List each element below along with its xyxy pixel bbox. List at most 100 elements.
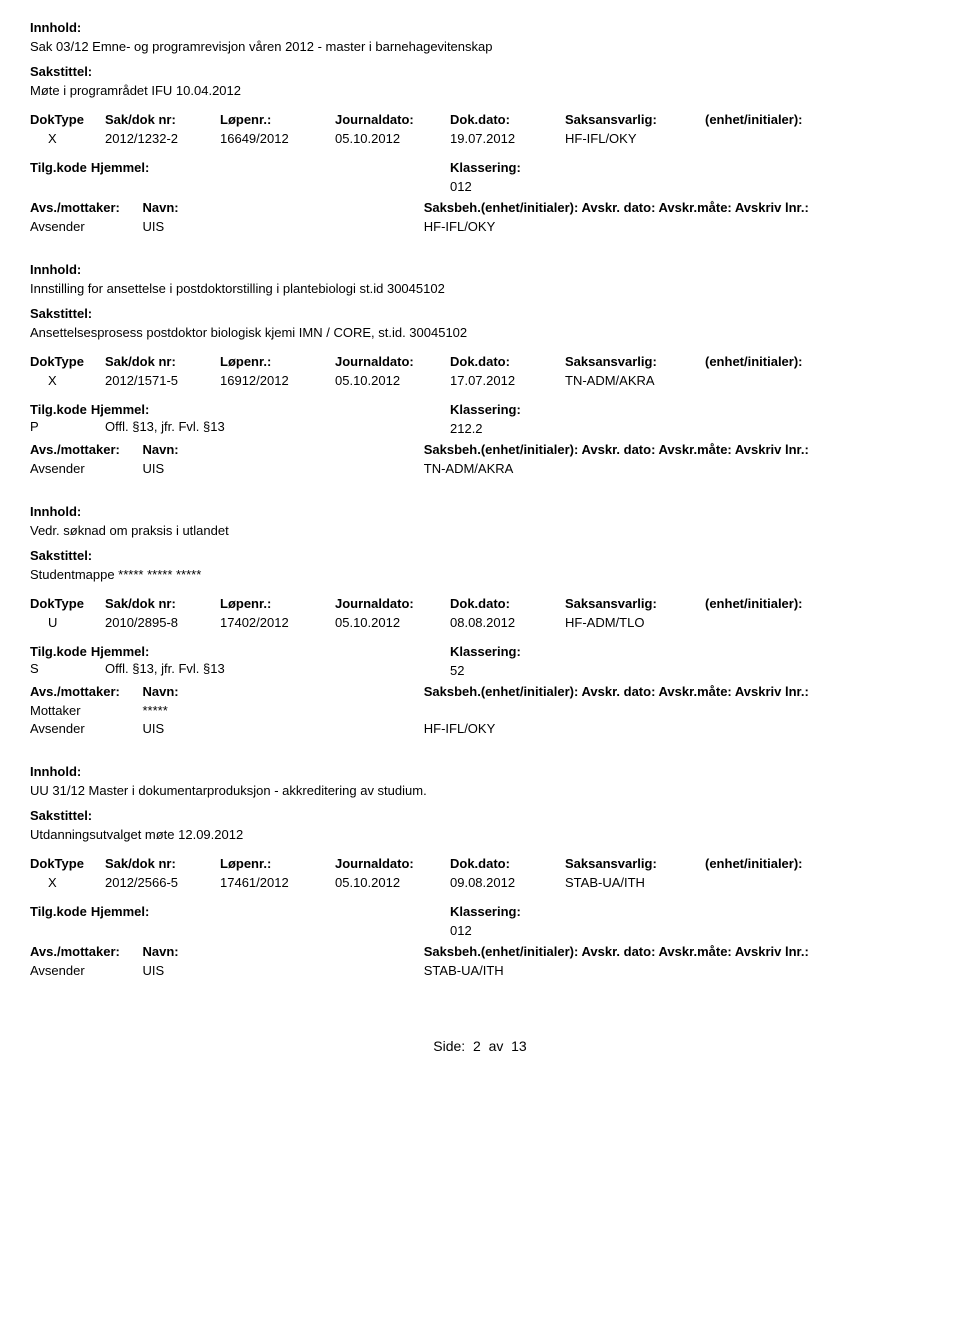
val-journaldato: 05.10.2012 xyxy=(335,131,450,146)
klassering-label: Klassering: xyxy=(450,644,521,659)
val-dokdato: 17.07.2012 xyxy=(450,373,565,388)
party-name: UIS xyxy=(143,963,424,978)
party-row: AvsenderUISHF-IFL/OKY xyxy=(30,721,930,736)
hdr-journaldato: Journaldato: xyxy=(335,856,450,871)
innhold-label: Innhold: xyxy=(30,262,930,277)
hdr-saksansvarlig: Saksansvarlig: xyxy=(565,354,705,369)
hdr-journaldato: Journaldato: xyxy=(335,112,450,127)
avs-header-row: Avs./mottaker:Navn:Saksbeh.(enhet/initia… xyxy=(30,442,930,457)
party-role: Avsender xyxy=(30,721,143,736)
hjemmel-label: Hjemmel: xyxy=(91,160,150,175)
hdr-saksansvarlig: Saksansvarlig: xyxy=(565,112,705,127)
hdr-navn: Navn: xyxy=(143,684,424,699)
val-doktype: U xyxy=(30,615,105,630)
sakstittel-text: Møte i programrådet IFU 10.04.2012 xyxy=(30,83,930,98)
party-name: ***** xyxy=(143,703,424,718)
party-row: AvsenderUISTN-ADM/AKRA xyxy=(30,461,930,476)
party-role: Avsender xyxy=(30,963,143,978)
footer-page: 2 xyxy=(473,1038,481,1054)
party-name: UIS xyxy=(143,721,424,736)
hdr-doktype: DokType xyxy=(30,112,105,127)
tilgkode-hjemmel-values-left xyxy=(30,921,450,938)
hdr-enhet: (enhet/initialer): xyxy=(705,856,855,871)
hdr-dokdato: Dok.dato: xyxy=(450,596,565,611)
hjemmel-label: Hjemmel: xyxy=(91,402,150,417)
tilgkode-hjemmel-left: Tilg.kode Hjemmel: xyxy=(30,160,450,175)
val-dokdato: 19.07.2012 xyxy=(450,131,565,146)
sakstittel-text: Studentmappe ***** ***** ***** xyxy=(30,567,930,582)
val-lopenr: 16912/2012 xyxy=(220,373,335,388)
sakstittel-label: Sakstittel: xyxy=(30,306,930,321)
tilgkode-hjemmel-values-left: POffl. §13, jfr. Fvl. §13 xyxy=(30,419,450,436)
klassering-label: Klassering: xyxy=(450,160,521,175)
column-header-row: DokTypeSak/dok nr:Løpenr.:Journaldato:Do… xyxy=(30,354,930,369)
column-header-row: DokTypeSak/dok nr:Løpenr.:Journaldato:Do… xyxy=(30,112,930,127)
record: Innhold: Sak 03/12 Emne- og programrevisj… xyxy=(30,20,930,234)
tilgkode-hjemmel-values: POffl. §13, jfr. Fvl. §13212.2 xyxy=(30,419,930,436)
val-klassering: 212.2 xyxy=(450,421,483,436)
hdr-dokdato: Dok.dato: xyxy=(450,112,565,127)
innhold-text: Sak 03/12 Emne- og programrevisjon våren… xyxy=(30,39,930,54)
column-header-row: DokTypeSak/dok nr:Løpenr.:Journaldato:Do… xyxy=(30,856,930,871)
hdr-saksansvarlig: Saksansvarlig: xyxy=(565,856,705,871)
sakstittel-label: Sakstittel: xyxy=(30,64,930,79)
tilgkode-label: Tilg.kode xyxy=(30,644,87,659)
sakstittel-label: Sakstittel: xyxy=(30,808,930,823)
party-role: Mottaker xyxy=(30,703,143,718)
hdr-sakdok: Sak/dok nr: xyxy=(105,596,220,611)
hdr-navn: Navn: xyxy=(143,442,424,457)
party-role: Avsender xyxy=(30,219,143,234)
hdr-lopenr: Løpenr.: xyxy=(220,354,335,369)
sakstittel-label: Sakstittel: xyxy=(30,548,930,563)
party-saksbeh: STAB-UA/ITH xyxy=(424,963,930,978)
avs-header-row: Avs./mottaker:Navn:Saksbeh.(enhet/initia… xyxy=(30,200,930,215)
innhold-text: Vedr. søknad om praksis i utlandet xyxy=(30,523,930,538)
hdr-navn: Navn: xyxy=(143,200,424,215)
party-row: Mottaker***** xyxy=(30,703,930,718)
tilgkode-hjemmel-values-left xyxy=(30,177,450,194)
party-name: UIS xyxy=(143,461,424,476)
val-klassering: 012 xyxy=(450,923,472,938)
hdr-saksbeh: Saksbeh.(enhet/initialer): Avskr. dato: … xyxy=(424,200,930,215)
innhold-text: Innstilling for ansettelse i postdoktors… xyxy=(30,281,930,296)
tilgkode-hjemmel-values: SOffl. §13, jfr. Fvl. §1352 xyxy=(30,661,930,678)
val-saksansvarlig: HF-IFL/OKY xyxy=(565,131,705,146)
sakstittel-text: Ansettelsesprosess postdoktor biologisk … xyxy=(30,325,930,340)
val-klassering: 52 xyxy=(450,663,464,678)
hdr-lopenr: Løpenr.: xyxy=(220,856,335,871)
party-role: Avsender xyxy=(30,461,143,476)
tilgkode-hjemmel-row: Tilg.kode Hjemmel:Klassering: xyxy=(30,644,930,659)
hdr-saksbeh: Saksbeh.(enhet/initialer): Avskr. dato: … xyxy=(424,442,930,457)
klassering-label: Klassering: xyxy=(450,904,521,919)
hdr-doktype: DokType xyxy=(30,596,105,611)
tilgkode-label: Tilg.kode xyxy=(30,160,87,175)
tilgkode-hjemmel-values: 012 xyxy=(30,177,930,194)
hdr-doktype: DokType xyxy=(30,354,105,369)
hdr-avsmottaker: Avs./mottaker: xyxy=(30,944,143,959)
tilgkode-hjemmel-row: Tilg.kode Hjemmel:Klassering: xyxy=(30,402,930,417)
hdr-sakdok: Sak/dok nr: xyxy=(105,856,220,871)
footer-sep: av xyxy=(489,1038,504,1054)
val-hjemmel: Offl. §13, jfr. Fvl. §13 xyxy=(105,419,225,434)
hdr-dokdato: Dok.dato: xyxy=(450,856,565,871)
hdr-avsmottaker: Avs./mottaker: xyxy=(30,442,143,457)
hdr-avsmottaker: Avs./mottaker: xyxy=(30,200,143,215)
footer-total: 13 xyxy=(511,1038,527,1054)
val-klassering: 012 xyxy=(450,179,472,194)
val-tilgkode: S xyxy=(30,661,105,676)
val-saksansvarlig: HF-ADM/TLO xyxy=(565,615,705,630)
data-row: X2012/1571-516912/201205.10.201217.07.20… xyxy=(30,373,930,388)
val-sakdok: 2012/2566-5 xyxy=(105,875,220,890)
party-saksbeh xyxy=(424,703,930,718)
hdr-saksbeh: Saksbeh.(enhet/initialer): Avskr. dato: … xyxy=(424,684,930,699)
tilgkode-hjemmel-left: Tilg.kode Hjemmel: xyxy=(30,904,450,919)
innhold-label: Innhold: xyxy=(30,20,930,35)
record: Innhold: Innstilling for ansettelse i pos… xyxy=(30,262,930,476)
tilgkode-hjemmel-left: Tilg.kode Hjemmel: xyxy=(30,402,450,417)
data-row: X2012/2566-517461/201205.10.201209.08.20… xyxy=(30,875,930,890)
party-row: AvsenderUISHF-IFL/OKY xyxy=(30,219,930,234)
val-lopenr: 17402/2012 xyxy=(220,615,335,630)
val-tilgkode: P xyxy=(30,419,105,434)
hdr-navn: Navn: xyxy=(143,944,424,959)
hjemmel-label: Hjemmel: xyxy=(91,904,150,919)
